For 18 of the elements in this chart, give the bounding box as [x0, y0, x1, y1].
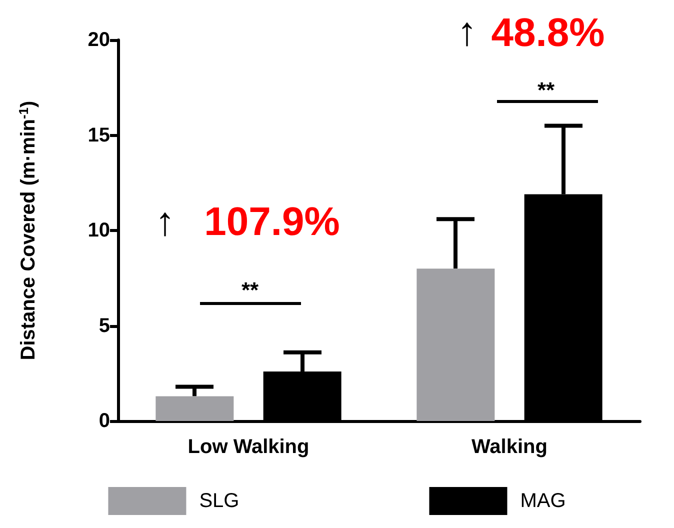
annotation: ↑: [155, 200, 175, 244]
x-tick-label: Walking: [472, 436, 548, 458]
legend-label: MAG: [520, 490, 566, 512]
annotation: **: [537, 78, 555, 102]
legend-label: SLG: [199, 490, 240, 512]
bar: [156, 396, 234, 421]
y-tick-label: 0: [98, 410, 110, 432]
y-tick-label: 20: [88, 29, 110, 51]
y-tick-label: 5: [98, 314, 110, 337]
annotation: ↑: [457, 10, 477, 54]
bar: [416, 268, 495, 421]
annotation: 107.9%: [204, 200, 340, 244]
annotation: 48.8%: [491, 11, 605, 55]
y-axis-title: Distance Covered (m·min-1): [16, 100, 40, 360]
y-tick-label: 15: [88, 124, 110, 146]
x-tick-label: Low Walking: [188, 436, 310, 458]
annotation: **: [241, 278, 259, 302]
y-tick-label: 10: [88, 220, 110, 242]
